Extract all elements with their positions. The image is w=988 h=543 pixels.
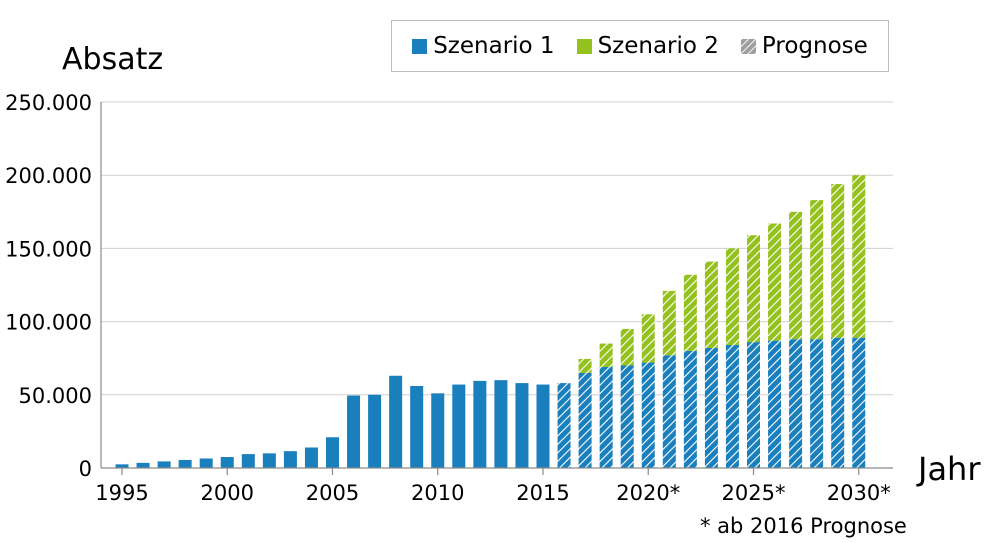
bar-szenario-1-2008 (389, 375, 403, 468)
bar-szenario-1-2009 (410, 386, 424, 468)
bars (115, 175, 866, 468)
legend-label-szenario-2: Szenario 2 (597, 33, 719, 59)
footnote: * ab 2016 Prognose (700, 514, 907, 538)
bar-szenario-1-2030 (852, 337, 866, 468)
bar-szenario-1-1996 (136, 462, 150, 468)
legend-swatch-prognose (740, 38, 756, 54)
bar-szenario-1-1995 (115, 464, 129, 468)
y-tick-label: 50.000 (19, 384, 92, 408)
y-axis-title: Absatz (62, 42, 164, 77)
bar-szenario-2-2018 (599, 343, 613, 367)
bar-szenario-1-2029 (831, 337, 845, 468)
bar-szenario-1-2013 (494, 380, 508, 468)
bar-szenario-1-2006 (347, 395, 361, 468)
bar-szenario-1-1998 (178, 459, 192, 468)
bar-szenario-1-2021 (662, 355, 676, 468)
bar-szenario-1-2010 (431, 393, 445, 468)
legend-item-prognose: Prognose (740, 33, 868, 59)
legend: Szenario 1 Szenario 2 Prognose (391, 20, 889, 72)
bar-szenario-1-2012 (473, 380, 487, 468)
bar-szenario-1-2005 (326, 437, 339, 468)
bar-szenario-2-2025 (747, 235, 760, 343)
bar-szenario-1-2020 (641, 362, 655, 468)
bar-szenario-1-2024 (725, 345, 739, 468)
bar-szenario-2-2028 (810, 200, 824, 340)
x-tick-label: 1995 (95, 481, 148, 505)
bar-szenario-2-2030 (852, 175, 866, 338)
bar-szenario-1-2025 (747, 342, 760, 468)
bar-szenario-1-2007 (368, 394, 382, 468)
bar-szenario-1-2027 (789, 339, 803, 468)
bar-szenario-2-2019 (620, 328, 634, 366)
bar-szenario-2-2022 (683, 274, 697, 351)
x-tick-label: 2030* (827, 481, 891, 505)
bar-szenario-1-2022 (683, 350, 697, 468)
legend-swatch-szenario-1 (412, 38, 428, 54)
y-tick-label: 250.000 (5, 91, 92, 115)
gridlines (101, 101, 893, 396)
bar-szenario-1-2018 (599, 366, 613, 468)
bar-szenario-1-2002 (262, 453, 276, 468)
axes (100, 102, 893, 475)
bar-szenario-2-2021 (662, 290, 676, 356)
bar-szenario-1-2003 (283, 451, 297, 468)
y-tick-label: 150.000 (5, 237, 92, 261)
bar-szenario-1-2017 (578, 372, 592, 468)
y-tick-label: 100.000 (5, 311, 92, 335)
x-tick-label: 2005 (306, 481, 359, 505)
bar-szenario-1-2004 (304, 447, 318, 468)
bar-szenario-1-2014 (515, 383, 529, 468)
x-tick-label: 2015 (516, 481, 569, 505)
x-axis-title: Jahr (918, 450, 981, 488)
bar-szenario-2-2023 (704, 261, 718, 348)
legend-label-prognose: Prognose (761, 33, 868, 59)
bar-szenario-2-2029 (831, 183, 845, 338)
legend-swatch-szenario-2 (576, 38, 592, 54)
bar-szenario-1-2019 (620, 365, 634, 468)
bar-szenario-2-2020 (641, 314, 655, 363)
bar-szenario-1-1997 (157, 461, 171, 468)
bar-szenario-1-2000 (220, 457, 234, 468)
y-tick-labels: 0 50.000 100.000 150.000 200.000 250.000 (5, 91, 92, 481)
bar-szenario-2-2026 (768, 223, 782, 341)
x-tick-labels: 1995 2000 2005 2010 2015 2020* 2025* 2030* (95, 481, 890, 505)
x-tick-label: 2010 (411, 481, 464, 505)
bar-szenario-1-2023 (704, 347, 718, 468)
bar-szenario-1-2001 (241, 454, 255, 468)
legend-item-szenario-2: Szenario 2 (576, 33, 719, 59)
bar-szenario-1-2026 (768, 340, 782, 468)
y-tick-label: 200.000 (5, 164, 92, 188)
bar-szenario-2-2017 (578, 358, 592, 373)
bar-szenario-1-2016 (557, 383, 571, 468)
bar-szenario-1-1999 (199, 458, 213, 468)
bar-szenario-2-2027 (789, 211, 803, 340)
legend-item-szenario-1: Szenario 1 (412, 33, 555, 59)
legend-label-szenario-1: Szenario 1 (433, 33, 555, 59)
x-tick-label: 2000 (201, 481, 254, 505)
y-tick-label: 0 (79, 457, 92, 481)
bar-szenario-1-2015 (536, 384, 550, 468)
bar-szenario-1-2011 (452, 384, 466, 468)
x-tick-label: 2025* (722, 481, 786, 505)
bar-szenario-1-2028 (810, 339, 824, 468)
bar-szenario-2-2024 (725, 248, 739, 346)
x-tick-label: 2020* (616, 481, 680, 505)
